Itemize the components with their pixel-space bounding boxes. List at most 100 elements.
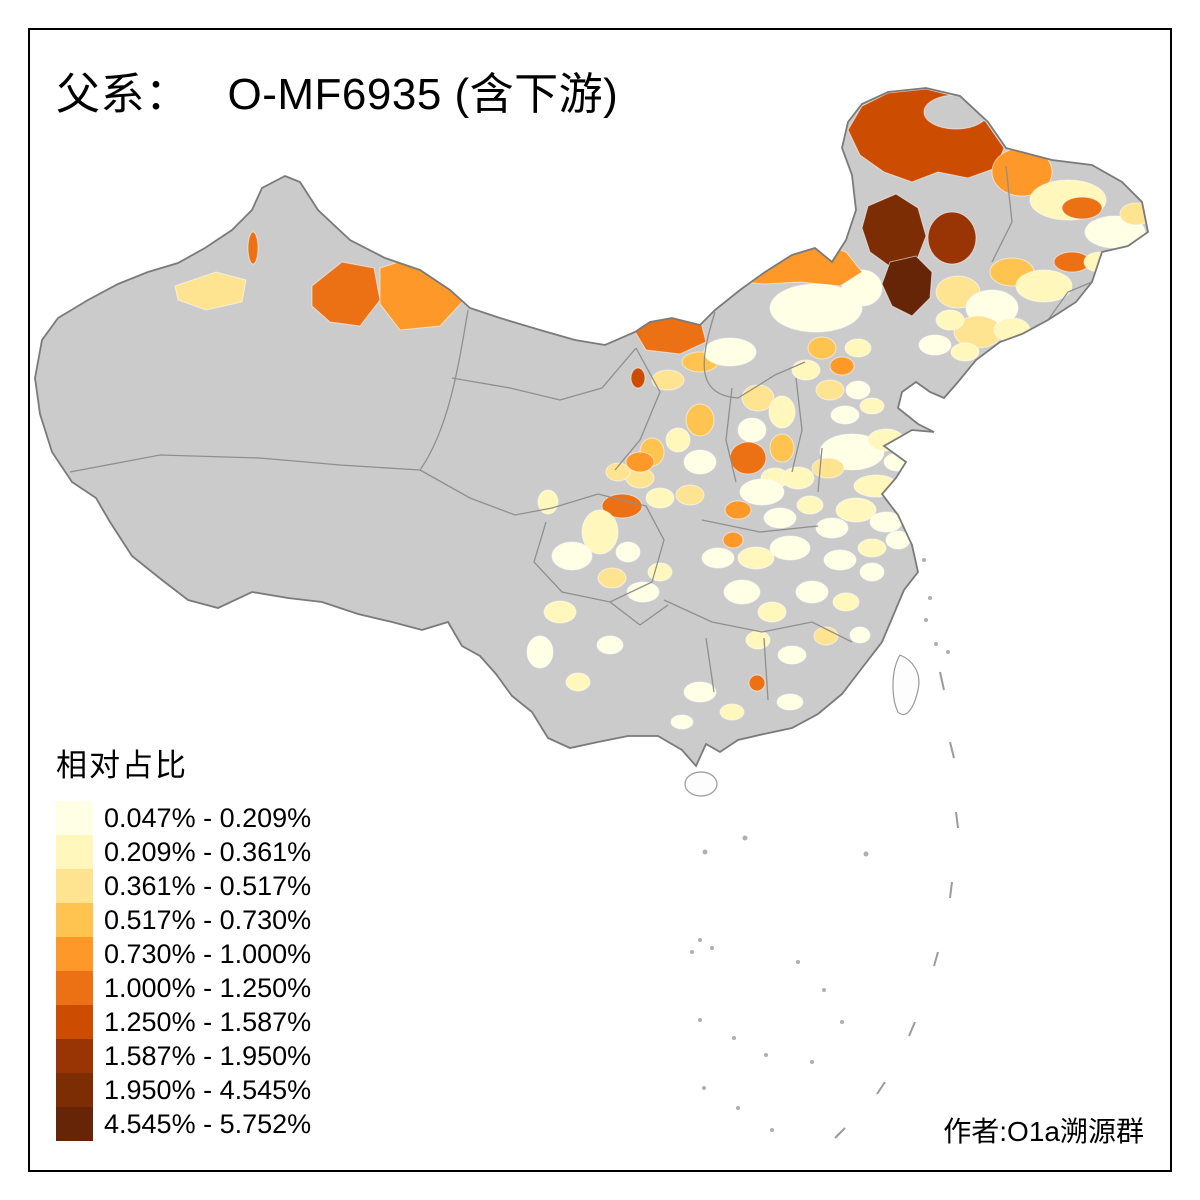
map-region-r92: [757, 601, 787, 623]
map-region-r16: [1015, 269, 1073, 303]
legend-swatch: [56, 1107, 93, 1141]
map-region-r71: [823, 549, 857, 571]
legend-swatch: [56, 1073, 93, 1107]
legend-item: 1.250% - 1.587%: [56, 1005, 311, 1039]
map-region-r94: [832, 592, 860, 612]
map-region-r32: [703, 337, 757, 367]
map-region-r87: [526, 635, 554, 669]
map-region-r73: [737, 546, 775, 570]
legend-item: 0.047% - 0.209%: [56, 801, 311, 835]
legend-item: 0.209% - 0.361%: [56, 835, 311, 869]
map-region-r69: [857, 538, 887, 558]
province-border-line: [791, 377, 803, 473]
province-border-line: [69, 454, 421, 473]
map-region-r58: [811, 457, 845, 479]
legend-swatch: [56, 801, 93, 835]
map-region-r95: [859, 562, 885, 582]
map-region-r48: [685, 403, 715, 437]
legend-rows: 0.047% - 0.209% 0.209% - 0.361% 0.361% - 0…: [56, 801, 311, 1141]
legend-swatch: [56, 1005, 93, 1039]
province-border-line: [701, 519, 819, 533]
province-border-line: [609, 601, 669, 626]
legend-label: 1.250% - 1.587%: [104, 1006, 312, 1037]
map-region-r80: [597, 567, 627, 589]
map-region-tongliao: [881, 255, 933, 317]
map-region-beijing: [829, 356, 855, 376]
map-region-r101: [683, 681, 717, 703]
sea-dash-line: [834, 671, 959, 1139]
page-title: 父系： O-MF6935 (含下游): [56, 58, 618, 122]
map-region-r18: [1083, 251, 1117, 273]
map-region-r68: [815, 517, 849, 539]
map-region-r34: [807, 336, 837, 360]
legend-item: 0.730% - 1.000%: [56, 937, 311, 971]
province-border-line: [703, 311, 806, 399]
province-border-line: [763, 637, 769, 701]
province-borders: [69, 165, 1093, 701]
map-region-r99: [849, 626, 871, 644]
legend-swatch: [56, 971, 93, 1005]
map-region-r88: [565, 672, 591, 692]
province-border-line: [725, 387, 737, 483]
title-haplogroup: O-MF6935 (含下游): [227, 70, 619, 119]
map-region-r55: [675, 484, 705, 506]
legend-swatch: [56, 903, 93, 937]
legend-label: 0.047% - 0.209%: [104, 802, 312, 833]
province-border-line: [1047, 281, 1093, 321]
legend-label: 0.730% - 1.000%: [104, 938, 312, 969]
legend-label: 1.950% - 4.545%: [104, 1074, 312, 1105]
legend-title: 相对占比: [56, 748, 188, 783]
map-region-r59: [853, 474, 899, 498]
map-region-tianjin: [845, 380, 871, 400]
map-region-r82: [615, 541, 641, 563]
map-region-r86: [543, 600, 577, 624]
map-region-chongqing: [626, 581, 660, 603]
map-region-r61: [739, 478, 785, 506]
map-region-bortala: [174, 271, 247, 311]
map-region-r83: [647, 562, 673, 582]
legend-swatch: [56, 937, 93, 971]
attribution: 作者:O1a溯源群: [943, 1116, 1144, 1147]
map-region-r49: [665, 427, 691, 453]
islands-group: [684, 558, 959, 1139]
map-region-r64: [763, 507, 797, 529]
legend-swatch: [56, 1039, 93, 1073]
province-border-line: [419, 309, 469, 471]
china-mainland: [35, 88, 1148, 766]
taiwan-island: [892, 654, 920, 716]
map-region-tianshui: [601, 493, 643, 519]
province-border-line: [419, 469, 553, 516]
map-region-r54: [645, 487, 675, 509]
map-region-r77: [605, 462, 631, 482]
map-region-r102: [719, 703, 745, 721]
coastal-islets: [690, 558, 950, 1132]
map-region-r46: [769, 433, 795, 463]
province-border-line: [991, 165, 1013, 263]
map-region-heilongjiang-orange: [1061, 196, 1103, 220]
map-region-r79: [551, 541, 593, 571]
legend-item: 1.000% - 1.250%: [56, 971, 311, 1005]
map-region-hegang: [1119, 202, 1148, 226]
map-region-r30: [651, 369, 685, 391]
map-region-r44: [737, 417, 767, 443]
map-region-zhengzhou: [724, 500, 752, 520]
map-region-guangyuan: [625, 451, 655, 473]
map-region-wuzhou-orange: [748, 674, 766, 692]
map-region-r43: [768, 395, 796, 429]
map-region-r74: [701, 547, 735, 569]
map-region-songyuan: [927, 211, 977, 265]
legend-label: 0.517% - 0.730%: [104, 904, 312, 935]
map-region-r89: [596, 635, 624, 655]
legend: 相对占比 0.047% - 0.209% 0.209% - 0.361% 0.361…: [56, 740, 311, 1141]
map-region-r93: [795, 580, 829, 604]
legend-label: 1.000% - 1.250%: [104, 972, 312, 1003]
map-region-r91: [723, 579, 761, 605]
map-region-r37: [791, 359, 821, 381]
province-border-line: [533, 493, 665, 603]
map-region-r36: [844, 338, 872, 358]
map-region-r62: [781, 466, 815, 490]
legend-item: 0.517% - 0.730%: [56, 903, 311, 937]
legend-label: 4.545% - 5.752%: [104, 1108, 312, 1139]
title-prefix: 父系：: [56, 70, 190, 119]
